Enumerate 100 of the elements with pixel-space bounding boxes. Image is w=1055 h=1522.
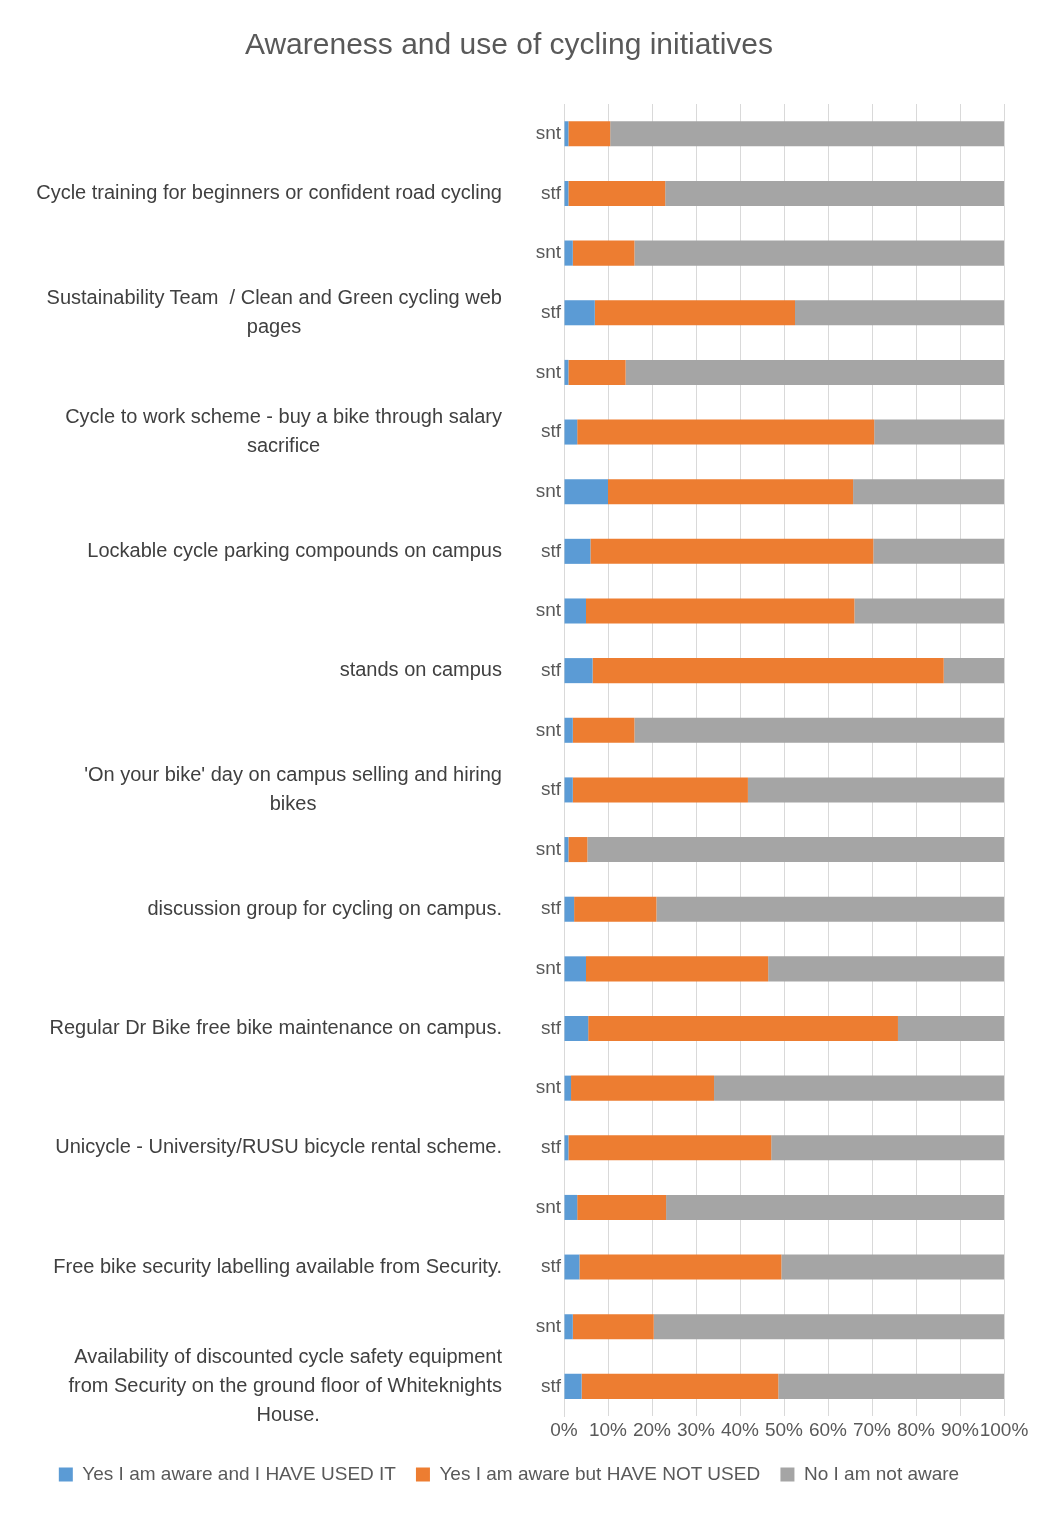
bar [564,1194,578,1220]
text: Availability of discounted cycle safety equipment from Security on the ground floor of Whiteknights House. [68,1344,503,1425]
bar [564,1075,572,1101]
y-tick-label: stf [540,1136,562,1158]
chart-title: Awareness and use of cycling initiatives [244,27,774,61]
y-tick-label: snt [535,122,562,144]
x-tick-label: 30% [676,1418,716,1440]
legend-label: Yes I am aware but HAVE NOT USED [439,1462,761,1484]
text: discussion group for cycling on campus. [147,896,502,919]
bar [656,896,1004,922]
bar [564,1314,573,1340]
bar [564,479,608,505]
bar [634,240,1004,266]
bar [610,121,1004,147]
bar [853,479,1004,505]
legend-label: Yes I am aware and I HAVE USED IT [82,1462,397,1484]
y-tick-label: stf [540,658,562,680]
bar [572,240,635,266]
bar [771,1135,1004,1161]
bar [586,598,855,624]
bar [943,658,1004,684]
text: stands on campus [339,658,502,681]
bar [564,717,573,743]
bar [625,359,1004,385]
bar [564,538,591,564]
bar [586,956,769,982]
bar [579,1254,782,1280]
bar [592,658,944,684]
bar [897,1015,1004,1042]
text: Cycle training for beginners or confident road cycling [36,180,502,203]
bar [634,717,1004,743]
bar [874,419,1004,445]
y-tick-label: stf [540,778,562,800]
bar [572,717,635,743]
text: Free bike security labelling available from Security. [53,1254,502,1277]
bar [666,1194,1004,1220]
x-tick-label: 80% [896,1418,936,1440]
y-tick-label: snt [535,360,562,382]
y-tick-label: snt [535,479,562,501]
x-tick-label: 0% [550,1418,578,1440]
y-tick-label: stf [540,897,562,919]
bar [568,837,588,863]
y-tick-label: stf [540,1255,562,1277]
text: Cycle to work scheme - buy a bike through salary sacrifice [65,405,502,457]
bar [581,1373,779,1399]
bar [564,896,575,922]
text: Regular Dr Bike free bike maintenance on campus. [49,1016,502,1039]
bar [574,896,657,922]
y-tick-label: snt [535,1076,562,1098]
bar [653,1314,1004,1340]
bar [608,479,854,505]
bar [577,419,875,445]
y-tick-label: stf [540,300,562,322]
y-tick-label: stf [540,539,562,561]
bar [568,1135,772,1161]
bar [587,837,1004,863]
bar [594,300,795,326]
bar [781,1254,1004,1280]
x-tick-label: 20% [632,1418,672,1440]
bar [564,658,593,684]
bar [564,1015,589,1042]
bar [854,598,1004,624]
bar [564,240,573,266]
legend-label: No I am not aware [803,1462,960,1484]
bar [564,419,578,445]
bar [564,1254,580,1280]
bar [568,180,666,206]
x-tick-label: 70% [852,1418,892,1440]
text: 'On your bike' day on campus selling and hiring bikes [84,762,502,814]
x-tick-label: 50% [764,1418,804,1440]
bar [564,956,586,982]
text: Unicycle - University/RUSU bicycle rental scheme. [55,1135,502,1158]
y-tick-label: stf [540,1374,562,1396]
y-tick-label: snt [535,718,562,740]
x-tick-label: 90% [940,1418,980,1440]
y-tick-label: snt [535,1314,562,1336]
bar [572,1314,654,1340]
bar [564,300,595,326]
y-tick-label: snt [535,241,562,263]
y-tick-label: snt [535,1195,562,1217]
text: Sustainability Team / Clean and Green cycling web pages [46,285,502,337]
y-tick-label: stf [540,181,562,203]
x-tick-label: 10% [588,1418,628,1440]
x-tick-label: 60% [808,1418,848,1440]
y-tick-label: snt [535,957,562,979]
y-tick-label: stf [540,420,562,442]
bar [571,1075,715,1101]
bar [572,777,748,803]
bar [564,777,573,803]
x-tick-label: 100% [979,1418,1029,1440]
text: Lockable cycle parking compounds on campus [87,538,502,561]
y-tick-label: stf [540,1016,562,1038]
bar [778,1373,1004,1399]
bar [714,1075,1004,1101]
x-tick-label: 40% [720,1418,760,1440]
bar [588,1015,898,1042]
y-tick-label: snt [535,599,562,621]
y-tick-label: snt [535,837,562,859]
bar [747,777,1004,803]
bar [577,1194,667,1220]
